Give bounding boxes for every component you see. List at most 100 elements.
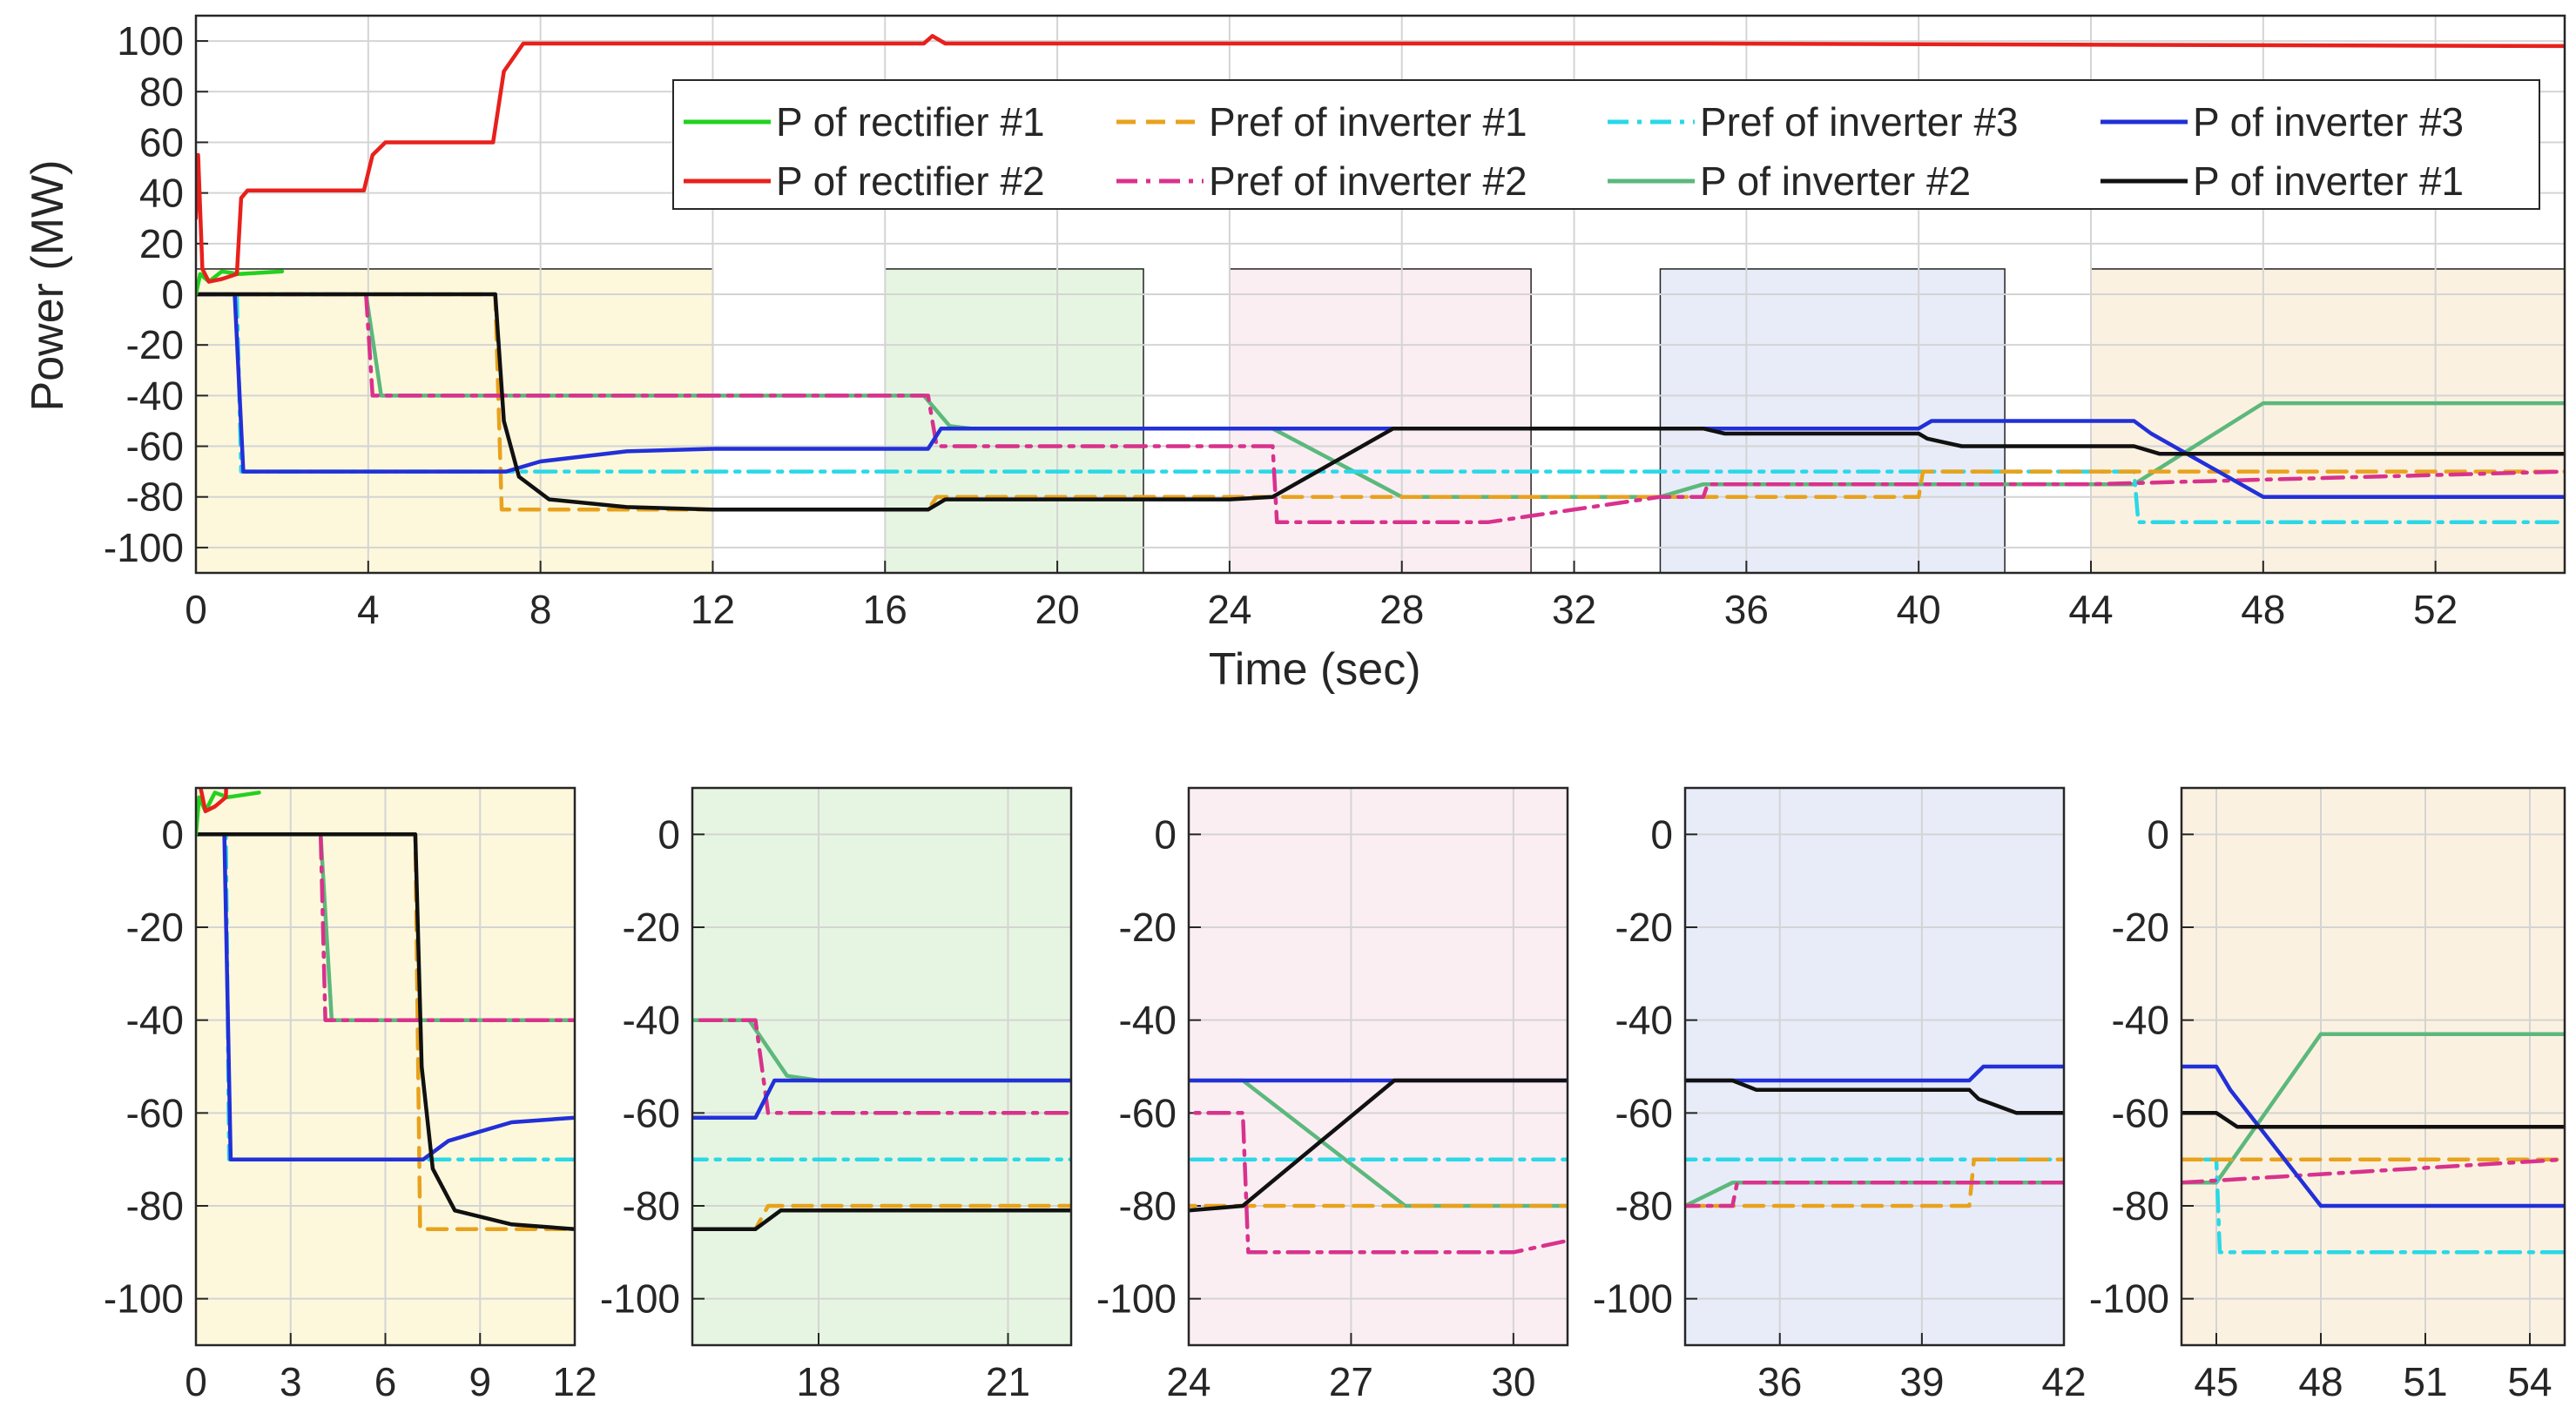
y-tick-label: -20 <box>126 322 184 367</box>
zoom2-tick-labels: 18 21 0 -20 -40 -60 -80 -100 <box>600 811 1030 1404</box>
main-tick-labels: 0 4 8 12 16 20 24 28 32 36 40 44 48 52100806040200-20… <box>104 18 2458 632</box>
y-tick-label: 80 <box>139 69 184 114</box>
zoom4-series <box>75 792 2064 1208</box>
x-tick-label: 30 <box>1491 1359 1535 1404</box>
series-line-p-of-inverter-3 <box>196 292 2565 499</box>
x-tick-label: 24 <box>1207 587 1251 632</box>
y-tick-label: -20 <box>623 905 680 950</box>
y-tick-label: 40 <box>139 171 184 216</box>
y-tick-label: -100 <box>600 1276 680 1322</box>
x-tick-label: 42 <box>2041 1359 2086 1404</box>
legend-entry-label: Pref of inverter #2 <box>1209 158 1527 204</box>
series-line-pref-of-inverter-2 <box>196 292 2565 525</box>
y-tick-label: -20 <box>2112 905 2169 950</box>
y-tick-label: -40 <box>1119 998 1177 1043</box>
series-line-p-of-inverter-1 <box>196 832 575 1231</box>
y-tick-label: -80 <box>2112 1183 2169 1228</box>
y-tick-label: 60 <box>139 119 184 165</box>
x-tick-label: 0 <box>185 1359 207 1404</box>
y-tick-label: -100 <box>104 1276 184 1322</box>
y-tick-label: -40 <box>126 373 184 418</box>
main-power-chart: 0 4 8 12 16 20 24 28 32 36 40 44 48 52100806040200-20… <box>23 14 2566 695</box>
series-line-pref-of-inverter-1 <box>196 832 575 1231</box>
legend-entry-label: P of inverter #1 <box>2193 158 2464 204</box>
y-tick-label: 0 <box>657 811 680 857</box>
zoom5-axes-frame <box>2180 786 2566 1347</box>
series-line-p-of-rectifier-1 <box>75 792 170 834</box>
main-series <box>196 34 2565 525</box>
zoom1-axes-frame <box>194 786 577 1347</box>
zoom2-plot-background <box>692 788 1071 1345</box>
highlight-region-2 <box>884 268 1144 573</box>
x-tick-label: 4 <box>357 587 380 632</box>
x-tick-label: 28 <box>1379 587 1424 632</box>
series-line-pref-of-inverter-1 <box>1685 1157 2064 1208</box>
y-tick-label: -20 <box>1119 905 1177 950</box>
x-tick-label: 36 <box>1757 1359 1802 1404</box>
y-tick-label: -100 <box>1096 1276 1177 1322</box>
zoom5-plot-background <box>2182 788 2565 1345</box>
y-tick-label: 0 <box>161 811 184 857</box>
x-tick-label: 21 <box>986 1359 1030 1404</box>
x-tick-label: 48 <box>2241 587 2285 632</box>
highlight-region-5 <box>2090 268 2565 573</box>
y-tick-label: -100 <box>2089 1276 2169 1322</box>
y-tick-label: -100 <box>1593 1276 1673 1322</box>
x-tick-label: 44 <box>2068 587 2113 632</box>
zoom5-series <box>2182 1032 2565 1255</box>
y-tick-label: -60 <box>623 1090 680 1135</box>
y-tick-label: -60 <box>2112 1090 2169 1135</box>
x-tick-label: 36 <box>1724 587 1769 632</box>
series-line-pref-of-inverter-2 <box>1189 1111 1568 1255</box>
zoom-panel-2: 18 21 0 -20 -40 -60 -80 -100 <box>600 786 1073 1404</box>
zoom4-axes-frame <box>1683 786 2066 1347</box>
y-tick-label: -60 <box>126 1090 184 1135</box>
y-tick-label: -20 <box>1615 905 1673 950</box>
highlight-region-3 <box>1229 268 1532 573</box>
legend-entry-label: P of inverter #2 <box>1700 158 1971 204</box>
y-tick-label: -80 <box>1119 1183 1177 1228</box>
x-tick-label: 40 <box>1897 587 1941 632</box>
y-tick-label: 0 <box>1154 811 1177 857</box>
series-line-pref-of-inverter-3 <box>2182 1157 2565 1255</box>
y-tick-label: -80 <box>126 1183 184 1228</box>
y-tick-label: -20 <box>126 905 184 950</box>
x-tick-label: 18 <box>796 1359 840 1404</box>
series-line-pref-of-inverter-1 <box>1189 1203 1568 1208</box>
zoom5-tick-labels: 45 48 51 54 0 -20 -40 -60 -80 -100 <box>2089 811 2552 1404</box>
y-tick-label: -40 <box>623 998 680 1043</box>
x-axis-label: Time (sec) <box>1209 644 1421 695</box>
y-tick-label: -40 <box>2112 998 2169 1043</box>
zoom3-series <box>1189 1078 1568 1255</box>
highlight-region-1 <box>196 268 714 573</box>
x-tick-label: 52 <box>2413 587 2458 632</box>
zoom-panel-4: 36 39 420-20-40-60-80-100 <box>75 786 2087 1404</box>
zoom1-tick-labels: 0 3 6 9 12 0 -20 -40 -60 -80 -100 <box>104 811 597 1404</box>
main-axes-frame <box>194 14 2566 575</box>
y-tick-label: 0 <box>1650 811 1673 857</box>
series-line-p-of-inverter-1 <box>1685 1078 2064 1115</box>
zoom-panel-3: 24 27 30 0 -20 -40 -60 -80 -100 <box>1096 786 1569 1404</box>
series-line-p-of-inverter-3 <box>2182 1064 2565 1208</box>
y-tick-label: -80 <box>623 1183 680 1228</box>
y-tick-label: 0 <box>161 272 184 317</box>
x-tick-label: 0 <box>185 587 207 632</box>
series-line-pref-of-inverter-2 <box>1685 1181 2064 1208</box>
legend-entry-label: P of inverter #3 <box>2193 99 2464 145</box>
y-tick-label: -60 <box>1119 1090 1177 1135</box>
y-tick-label: -40 <box>1615 998 1673 1043</box>
zoom3-plot-background <box>1189 788 1568 1345</box>
x-tick-label: 8 <box>529 587 552 632</box>
y-tick-label: -40 <box>126 998 184 1043</box>
x-tick-label: 3 <box>280 1359 302 1404</box>
y-tick-label: 20 <box>139 221 184 266</box>
x-tick-label: 24 <box>1166 1359 1210 1404</box>
y-tick-label: -100 <box>104 525 184 570</box>
zoom2-axes-frame <box>691 786 1073 1347</box>
legend-entry-label: P of rectifier #1 <box>776 99 1045 145</box>
x-tick-label: 12 <box>691 587 735 632</box>
legend-box <box>672 79 2540 210</box>
series-line-p-of-inverter-3 <box>196 832 575 1161</box>
y-tick-label: 100 <box>117 18 184 64</box>
